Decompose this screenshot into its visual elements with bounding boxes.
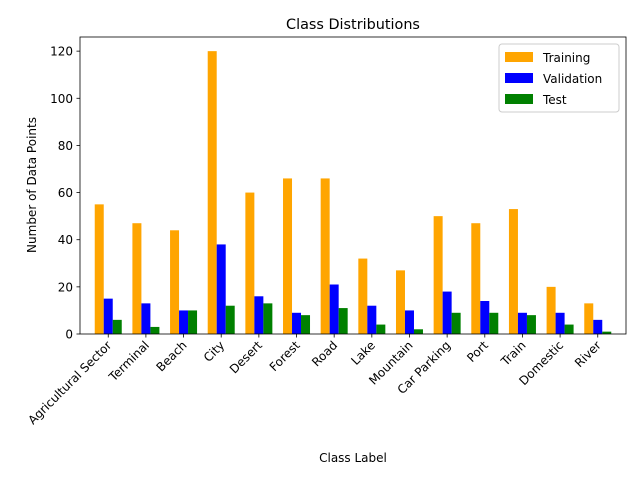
y-tick-label: 20 [58,280,73,294]
bar-test-car-parking [451,312,461,334]
bar-training-river [584,303,594,334]
bar-validation-road [329,284,339,334]
bar-training-port [471,223,481,334]
bar-validation-port [480,301,490,334]
x-tick-label: Forest [267,338,303,374]
bar-validation-lake [367,305,377,334]
bar-test-road [338,308,348,334]
bar-validation-domestic [555,312,565,334]
bar-training-mountain [395,270,405,334]
x-tick-label: Port [464,338,491,365]
bar-test-domestic [564,324,574,334]
bar-training-train [508,209,518,334]
x-tick-label: City [201,338,228,365]
legend-swatch-training [505,52,533,62]
bar-training-terminal [132,223,142,334]
y-tick-label: 60 [58,186,73,200]
y-tick-label: 80 [58,139,73,153]
bar-validation-mountain [404,310,414,334]
bar-training-road [320,178,330,334]
legend: Training Validation Test [498,43,620,113]
x-tick-label: Terminal [106,338,152,384]
x-tick-label: Desert [227,338,265,376]
bar-training-desert [245,192,255,334]
bar-test-river [602,331,612,334]
bar-test-forest [301,315,311,334]
legend-label-training: Training [542,51,590,65]
y-tick-label: 120 [50,45,73,59]
bar-validation-beach [179,310,189,334]
plot-frame [79,36,627,335]
bar-test-agricultural-sector [112,319,122,334]
bar-training-agricultural-sector [94,204,104,334]
bar-training-city [207,51,217,334]
x-tick-label: Lake [348,338,378,368]
bar-test-city [225,305,235,334]
bar-validation-terminal [141,303,151,334]
bar-test-train [526,315,536,334]
y-tick-label: 100 [50,92,73,106]
bar-validation-car-parking [442,291,452,334]
bar-test-desert [263,303,273,334]
bars-group [94,51,612,334]
y-tick-label: 0 [65,328,73,342]
bar-validation-city [216,244,226,334]
x-tick-label: Train [498,338,529,369]
bar-test-lake [376,324,386,334]
x-tick-label: Agricultural Sector [25,338,114,427]
bar-training-lake [358,258,368,334]
bar-validation-forest [292,312,302,334]
bar-training-domestic [546,286,556,334]
bar-test-beach [188,310,198,334]
bar-test-port [489,312,499,334]
legend-label-validation: Validation [543,72,602,86]
bar-validation-agricultural-sector [103,298,113,334]
bar-test-terminal [150,326,160,334]
bar-training-beach [170,230,180,334]
legend-swatch-test [505,94,533,104]
bar-validation-train [517,312,527,334]
bar-training-car-parking [433,216,443,334]
axes-group [79,36,627,335]
x-axis-label: Class Label [319,451,387,465]
x-tick-label: Road [309,338,340,369]
x-tick-label: Beach [153,338,189,374]
x-tick-label: River [572,338,604,370]
legend-swatch-validation [505,73,533,83]
bar-validation-desert [254,296,264,334]
chart-title: Class Distributions [286,17,420,33]
y-tick-label: 40 [58,233,73,247]
bar-test-mountain [413,329,423,334]
bar-training-forest [283,178,293,334]
y-axis-label: Number of Data Points [25,117,39,253]
bar-validation-river [593,319,603,334]
legend-label-test: Test [542,93,567,107]
